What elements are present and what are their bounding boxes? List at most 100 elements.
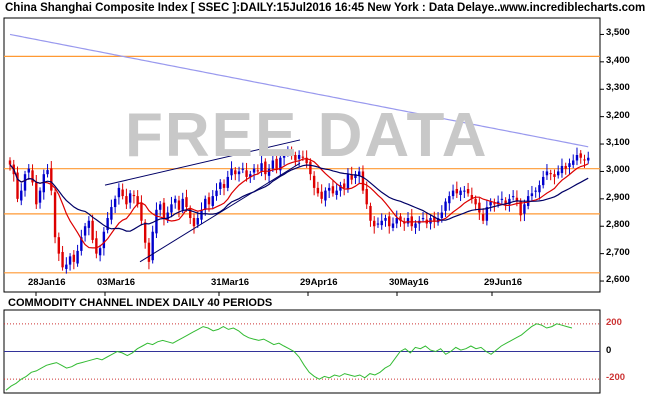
candle-body	[481, 214, 485, 221]
candle-body	[61, 251, 64, 268]
chart-title: China Shanghai Composite Index [ SSEC ]:…	[5, 2, 501, 14]
chart-header: China Shanghai Composite Index [ SSEC ]:…	[0, 0, 660, 18]
candle-body	[132, 195, 136, 197]
candle-body	[403, 222, 406, 224]
price-ytick-label: 3,300	[606, 82, 630, 94]
candle-body	[16, 172, 19, 199]
candle-body	[279, 157, 282, 171]
candle-body	[143, 222, 147, 243]
candle-body	[215, 190, 218, 197]
candle-body	[264, 161, 267, 175]
candle-body	[83, 226, 87, 236]
candle-body	[185, 197, 188, 208]
candle-body	[57, 237, 61, 254]
price-xtick-label: 28Jan16	[28, 277, 66, 288]
candle-body	[391, 223, 395, 228]
candle-body	[31, 170, 34, 183]
cci-ytick-label: 200	[606, 316, 622, 328]
ma-short-line	[9, 157, 589, 249]
candle-body	[331, 186, 335, 194]
candle-body	[80, 237, 83, 251]
cci-ytick-label: -200	[606, 372, 626, 384]
candle-body	[579, 153, 582, 158]
candle-body	[249, 174, 252, 177]
candle-body	[350, 174, 353, 180]
candle-body	[466, 188, 470, 194]
candle-body	[455, 188, 459, 194]
candle-body	[564, 165, 567, 169]
candle-body	[369, 205, 372, 221]
candle-body	[436, 218, 440, 223]
candle-body	[312, 175, 316, 188]
candle-body	[414, 223, 417, 228]
candle-body	[155, 209, 158, 234]
candle-body	[117, 187, 121, 198]
candle-body	[301, 156, 305, 158]
candle-body	[568, 163, 571, 168]
candle-body	[98, 248, 102, 256]
price-xtick-label: 29Apr16	[300, 277, 338, 288]
price-xtick-label: 03Mar16	[97, 277, 136, 288]
candle-body	[534, 190, 537, 192]
candle-body	[399, 216, 402, 221]
candle-body	[121, 189, 124, 197]
candle-body	[388, 216, 391, 227]
candle-body	[463, 190, 466, 192]
candle-body	[102, 231, 106, 249]
candle-body	[478, 202, 481, 213]
candle-body	[459, 190, 462, 196]
candle-body	[440, 212, 444, 219]
candle-body	[297, 155, 301, 159]
price-ytick-label: 2,800	[606, 219, 630, 231]
ma-mid-line	[9, 164, 589, 232]
candle-body	[508, 198, 511, 205]
price-xtick-label: 29Jun16	[484, 277, 523, 288]
candle-body	[113, 198, 117, 208]
candle-body	[46, 170, 49, 175]
price-ytick-label: 3,400	[606, 54, 630, 66]
site-url: www.incrediblecharts.com	[500, 2, 646, 14]
candle-body	[541, 176, 545, 186]
candle-body	[500, 198, 504, 200]
candle-body	[42, 174, 45, 193]
candle-body	[354, 174, 357, 179]
price-ytick-label: 2,600	[606, 274, 630, 286]
candle-body	[365, 188, 368, 205]
candle-body	[587, 157, 590, 161]
candle-body	[91, 220, 94, 240]
candle-body	[207, 197, 211, 205]
candle-body	[256, 170, 260, 172]
candle-body	[106, 218, 109, 231]
candle-body	[444, 201, 447, 211]
candle-body	[252, 168, 256, 173]
candle-body	[583, 159, 586, 161]
candle-body	[68, 256, 72, 265]
candle-body	[474, 198, 477, 205]
price-ytick-label: 3,100	[606, 137, 630, 149]
candle-body	[373, 220, 376, 227]
trendline-lower	[139, 162, 301, 263]
candle-body	[309, 161, 312, 175]
candle-body	[174, 198, 177, 203]
candle-body	[234, 170, 237, 175]
candle-body	[560, 165, 564, 174]
candle-body	[237, 171, 241, 175]
candle-body	[72, 254, 76, 262]
candle-body	[219, 182, 222, 189]
candle-body	[538, 185, 541, 193]
candle-body	[504, 200, 507, 205]
candle-body	[158, 204, 162, 210]
candle-body	[50, 168, 53, 191]
candle-body	[177, 200, 181, 210]
candle-body	[557, 171, 560, 176]
candle-body	[200, 209, 203, 220]
price-xtick-label: 30May16	[389, 277, 429, 288]
candle-body	[136, 196, 139, 205]
price-xtick-label: 31Mar16	[211, 277, 250, 288]
watermark: FREE DATA	[125, 101, 489, 170]
candle-body	[27, 168, 30, 173]
candle-body	[147, 242, 151, 262]
candle-body	[151, 231, 154, 261]
